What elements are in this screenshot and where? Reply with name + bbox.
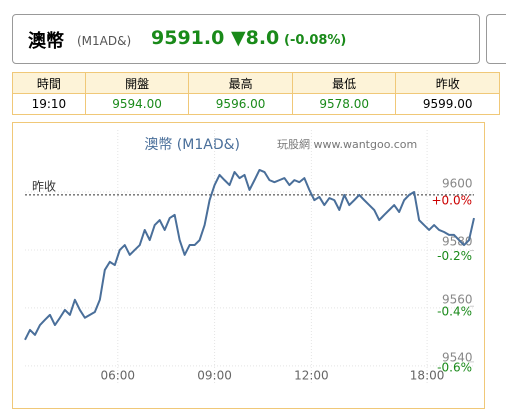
column-header: 時間 — [12, 72, 86, 94]
y-tick-label: 9560 — [442, 292, 473, 306]
instrument-code: (M1AD&) — [77, 34, 132, 48]
watermark: 玩股網 www.wantgoo.com — [277, 137, 417, 151]
column-header: 最低 — [291, 72, 397, 94]
change-percent: (-0.08%) — [284, 33, 347, 48]
quote-table: 時間 開盤 最高 最低 昨收 19:10 9594.00 9596.00 957… — [12, 72, 500, 115]
change: ▼8.0 — [231, 27, 280, 49]
price-line — [24, 168, 475, 341]
y2-tick-label: -0.2% — [437, 249, 472, 263]
cell: 9596.00 — [188, 93, 293, 115]
cell: 9578.00 — [291, 93, 397, 115]
column-header: 最高 — [188, 72, 293, 94]
y-tick-label: 9540 — [442, 350, 473, 364]
x-tick-label: 06:00 — [100, 369, 135, 383]
quote-header: 澳幣 (M1AD&) 9591.0 ▼8.0 (-0.08%) — [12, 14, 480, 64]
chart-frame — [12, 122, 485, 409]
y2-tick-label: +0.0% — [431, 193, 472, 207]
x-tick-label: 18:00 — [410, 369, 445, 383]
header-row: 時間 開盤 最高 最低 昨收 — [12, 72, 500, 94]
cell: 9599.00 — [395, 93, 500, 115]
chart-title: 澳幣 (M1AD&) — [144, 137, 240, 153]
reference-label: 昨收 — [32, 179, 56, 193]
column-header: 昨收 — [395, 72, 500, 94]
price: 9591.0 — [151, 27, 225, 49]
y2-tick-label: -0.6% — [437, 360, 472, 374]
cell: 9594.00 — [84, 93, 190, 115]
column-header: 開盤 — [84, 72, 190, 94]
next-panel — [486, 14, 506, 64]
data-row: 19:10 9594.00 9596.00 9578.00 9599.00 — [12, 93, 500, 115]
y-tick-label: 9600 — [442, 177, 473, 191]
x-tick-label: 09:00 — [197, 369, 232, 383]
cell: 19:10 — [12, 93, 86, 115]
x-tick-label: 12:00 — [294, 369, 329, 383]
y2-tick-label: -0.4% — [437, 305, 472, 319]
instrument-name: 澳幣 — [28, 31, 64, 52]
